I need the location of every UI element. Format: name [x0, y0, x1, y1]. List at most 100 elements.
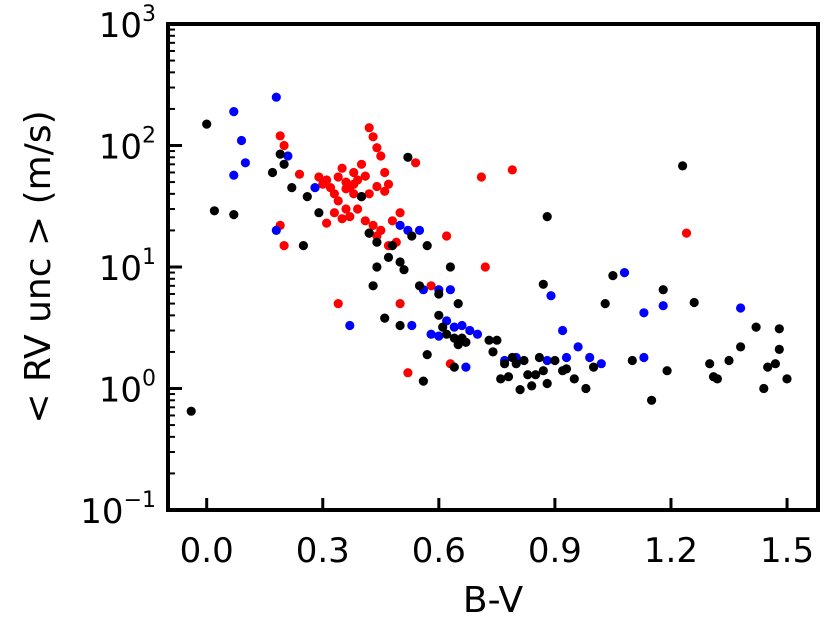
y-tick-label: 10−1	[80, 488, 156, 532]
data-point	[395, 320, 405, 331]
data-point	[372, 143, 382, 153]
data-point	[209, 206, 219, 216]
data-point	[267, 167, 278, 178]
data-point	[372, 262, 382, 272]
data-point	[608, 271, 618, 281]
data-point	[534, 352, 545, 363]
data-point	[229, 170, 239, 180]
data-point	[380, 313, 390, 323]
data-point	[418, 376, 428, 386]
data-point	[736, 303, 746, 313]
data-point	[507, 165, 517, 175]
data-point	[422, 350, 432, 360]
data-point	[678, 161, 688, 171]
y-axis-label: < RV unc > (m/s)	[18, 110, 59, 423]
data-point	[356, 159, 367, 169]
data-point	[271, 92, 281, 102]
data-point	[271, 225, 281, 235]
data-point	[581, 383, 591, 394]
data-point	[360, 216, 370, 226]
data-point	[492, 335, 502, 345]
data-point	[442, 231, 452, 241]
data-point	[527, 381, 537, 391]
x-tick-label: 1.5	[760, 531, 814, 571]
data-point	[461, 337, 471, 347]
data-point	[360, 171, 370, 181]
data-point	[600, 299, 610, 309]
data-point	[774, 344, 784, 354]
data-point	[322, 175, 332, 185]
y-tick-label: 103	[99, 2, 156, 46]
data-point	[585, 352, 595, 363]
data-point	[782, 374, 792, 384]
data-point	[662, 366, 672, 376]
data-point	[480, 262, 490, 272]
data-point	[345, 212, 355, 222]
data-point	[395, 299, 405, 309]
data-point	[314, 172, 324, 182]
data-point	[368, 281, 378, 291]
data-point	[372, 181, 382, 192]
data-point	[500, 359, 510, 369]
data-point	[372, 237, 382, 247]
data-point	[275, 131, 285, 141]
data-point	[461, 362, 471, 372]
data-point	[619, 268, 630, 278]
data-point	[736, 342, 746, 352]
data-point	[275, 149, 285, 159]
data-point	[569, 374, 579, 384]
data-point	[476, 172, 486, 182]
data-point	[279, 159, 289, 169]
data-point	[465, 325, 475, 336]
data-point	[681, 228, 692, 238]
data-point	[310, 183, 320, 193]
x-tick-label: 1.2	[644, 531, 698, 571]
data-point	[186, 406, 196, 416]
data-point	[538, 366, 548, 376]
data-point	[364, 189, 374, 199]
data-point	[442, 329, 452, 339]
data-point	[345, 320, 355, 331]
data-point	[329, 208, 339, 218]
data-point	[353, 204, 363, 214]
data-point	[689, 297, 699, 308]
data-point	[294, 169, 305, 179]
data-point	[627, 355, 637, 366]
data-point	[542, 212, 552, 222]
data-point	[488, 347, 498, 357]
data-point	[202, 119, 212, 129]
data-point	[759, 383, 769, 394]
data-point	[279, 140, 289, 151]
data-point	[546, 291, 556, 301]
data-point	[403, 368, 413, 378]
data-point	[705, 359, 715, 369]
data-point	[434, 310, 444, 320]
data-point	[573, 342, 583, 352]
data-point	[558, 325, 568, 336]
data-point	[503, 372, 514, 382]
data-point	[484, 335, 494, 345]
x-tick-label: 0.9	[528, 531, 582, 571]
data-point	[407, 320, 417, 331]
data-point	[283, 151, 293, 161]
data-point	[380, 167, 390, 178]
data-point	[550, 355, 560, 366]
data-point	[639, 352, 649, 363]
data-point	[341, 184, 351, 194]
data-point	[341, 204, 351, 214]
data-point	[368, 132, 378, 142]
data-point	[364, 228, 374, 238]
data-point	[337, 214, 347, 224]
data-points	[186, 92, 792, 416]
data-point	[240, 158, 250, 168]
data-point	[229, 107, 239, 117]
data-point	[445, 285, 455, 295]
data-point	[426, 281, 436, 291]
data-point	[395, 257, 405, 267]
data-point	[561, 364, 572, 374]
data-point	[519, 355, 529, 366]
y-tick-label: 102	[99, 124, 156, 168]
data-point	[647, 395, 657, 405]
data-point	[542, 355, 552, 366]
data-point	[387, 216, 397, 226]
